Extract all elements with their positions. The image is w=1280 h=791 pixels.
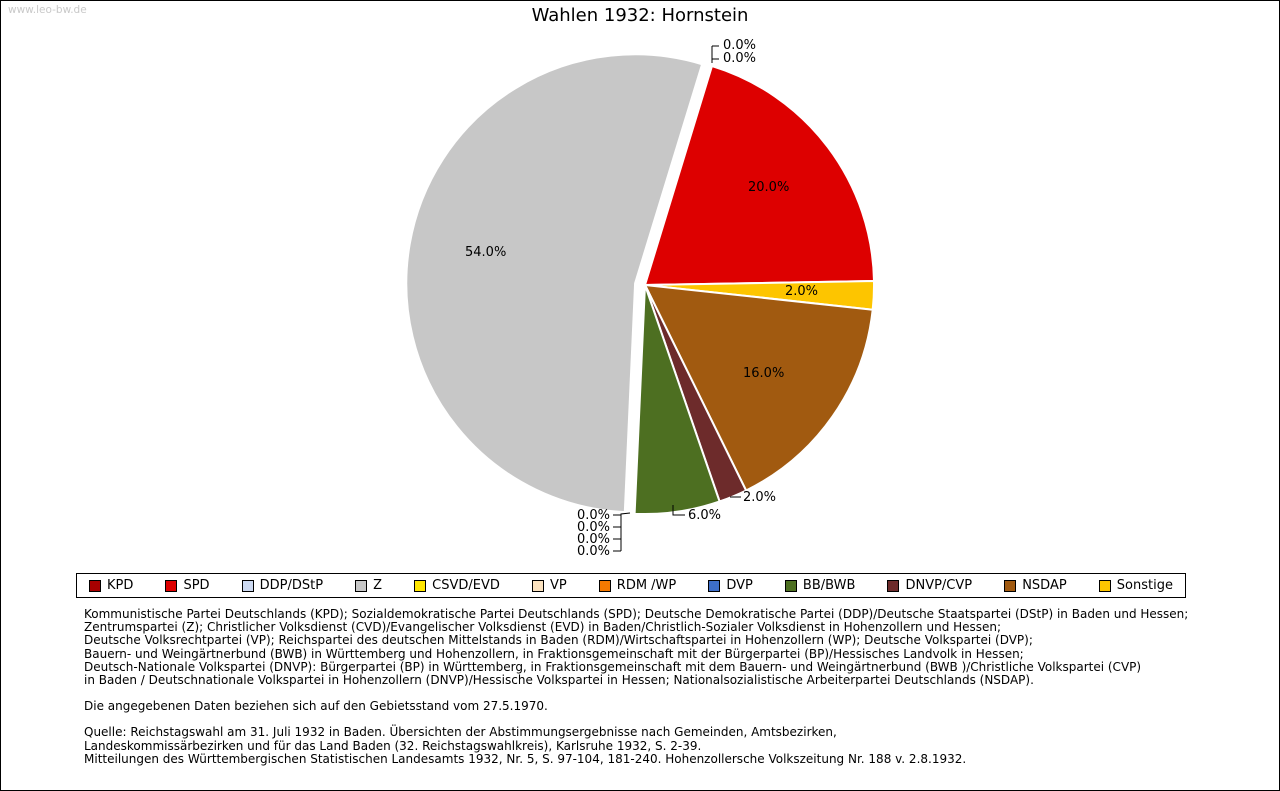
legend-label-spd: SPD xyxy=(183,578,210,593)
source-citation: Quelle: Reichstagswahl am 31. Juli 1932 … xyxy=(84,726,1274,766)
party-definitions: Kommunistische Partei Deutschlands (KPD)… xyxy=(84,607,1274,688)
label-leader-lines xyxy=(613,45,741,552)
legend-swatch-vp xyxy=(531,579,544,592)
legend-label-dvp: DVP xyxy=(726,578,753,593)
party-definitions-line-3: Deutsche Volksrechtpartei (VP); Reichspa… xyxy=(84,633,1033,648)
pie-slice-spd xyxy=(643,64,876,287)
pct-label-zero-bottom-4: 0.0% xyxy=(577,544,611,559)
source-line-2: Landeskommissärbezirken und für das Land… xyxy=(84,738,702,753)
pct-label-zero-top-2: 0.0% xyxy=(723,51,757,66)
legend-swatch-z xyxy=(355,579,368,592)
pct-label-zero-bottom-2: 0.0% xyxy=(577,520,611,535)
party-definitions-line-5: Deutsch-Nationale Volkspartei (DNVP): Bü… xyxy=(84,659,1142,674)
party-definitions-line-4: Bauern- und Weingärtnerbund (BWB) in Wür… xyxy=(84,646,1024,661)
territorial-note: Die angegebenen Daten beziehen sich auf … xyxy=(84,699,548,714)
legend-label-vp: VP xyxy=(549,578,567,593)
pct-label-bb-bwb: 6.0% xyxy=(688,508,722,523)
pct-label-nsdap: 16.0% xyxy=(743,366,785,381)
legend-item-dvp: DVP xyxy=(708,579,753,592)
pie-slices xyxy=(405,53,876,516)
legend-label-sonstige: Sonstige xyxy=(1116,578,1173,593)
legend: KPD SPD DDP/DStP Z CSVD/EVD VP RDM /WP DVP BB/BW… xyxy=(76,573,1186,598)
legend-item-z: Z xyxy=(355,579,382,592)
pct-label-spd: 20.0% xyxy=(748,180,790,195)
source-line-3: Mitteilungen des Württembergischen Stati… xyxy=(84,751,967,766)
pct-label-zero-top-1: 0.0% xyxy=(723,38,757,53)
legend-item-csvd-evd: CSVD/EVD xyxy=(414,579,500,592)
legend-item-kpd: KPD xyxy=(89,579,133,592)
legend-item-sonstige: Sonstige xyxy=(1098,578,1173,593)
chart-title: Wahlen 1932: Hornstein xyxy=(531,5,749,26)
site-watermark: www.leo-bw.de xyxy=(8,4,87,16)
legend-label-z: Z xyxy=(373,578,383,593)
legend-item-vp: VP xyxy=(531,578,567,593)
legend-item-rdm-wp: RDM /WP xyxy=(598,578,677,593)
bottom-zero-bracket xyxy=(613,512,631,552)
footer-text: Kommunistische Partei Deutschlands (KPD)… xyxy=(84,607,1274,766)
legend-item-spd: SPD xyxy=(165,578,210,593)
legend-label-rdm-wp: RDM /WP xyxy=(616,578,677,593)
top-zero-bracket xyxy=(711,45,719,63)
pie-svg xyxy=(405,45,876,552)
legend-label-csvd-evd: CSVD/EVD xyxy=(432,578,500,593)
legend-label-dnvp-cvp: DNVP/CVP xyxy=(905,578,973,593)
legend-swatch-csvd-evd xyxy=(414,579,427,592)
source-line-1: Quelle: Reichstagswahl am 31. Juli 1932 … xyxy=(84,725,837,740)
party-definitions-line-1: Kommunistische Partei Deutschlands (KPD)… xyxy=(84,607,1189,621)
legend-swatch-nsdap xyxy=(1004,579,1017,592)
legend-swatch-ddp-dstp xyxy=(241,579,254,592)
legend-label-ddp-dstp: DDP/DStP xyxy=(259,578,324,593)
bb-bwb-leader xyxy=(672,505,685,516)
legend-swatch-bb-bwb xyxy=(784,579,797,592)
legend-item-dnvp-cvp: DNVP/CVP xyxy=(887,579,972,592)
legend-swatch-spd xyxy=(165,579,178,592)
pie-slice-bb-bwb xyxy=(633,284,721,516)
legend-swatch-kpd xyxy=(89,579,101,592)
pie-chart: 54.0% 20.0% 2.0% 16.0% 2.0% 6.0% 0.0% 0.… xyxy=(1,1,1279,567)
legend-swatch-dnvp-cvp xyxy=(887,579,900,592)
legend-label-nsdap: NSDAP xyxy=(1022,578,1067,593)
legend-item-ddp-dstp: DDP/DStP xyxy=(241,578,324,593)
pct-label-zero-bottom-1: 0.0% xyxy=(577,508,611,523)
pct-label-zero-bottom-3: 0.0% xyxy=(577,532,611,547)
pct-label-dnvp-cvp: 2.0% xyxy=(743,490,777,505)
pct-label-z: 54.0% xyxy=(465,245,507,260)
pct-label-sonstige: 2.0% xyxy=(785,284,819,299)
party-definitions-line-2: Zentrumspartei (Z); Christlicher Volksdi… xyxy=(84,620,1002,635)
legend-swatch-rdm-wp xyxy=(598,579,611,592)
pie-slice-z xyxy=(405,53,704,514)
legend-swatch-sonstige xyxy=(1098,579,1111,592)
legend-swatch-dvp xyxy=(708,579,721,592)
legend-item-bb-bwb: BB/BWB xyxy=(784,578,856,593)
party-definitions-line-6: in Baden / Deutschnationale Volkspartei … xyxy=(84,673,1034,688)
legend-label-kpd: KPD xyxy=(107,578,134,593)
legend-item-nsdap: NSDAP xyxy=(1004,579,1067,592)
pie-slice-nsdap xyxy=(643,283,874,492)
legend-label-bb-bwb: BB/BWB xyxy=(802,578,856,593)
